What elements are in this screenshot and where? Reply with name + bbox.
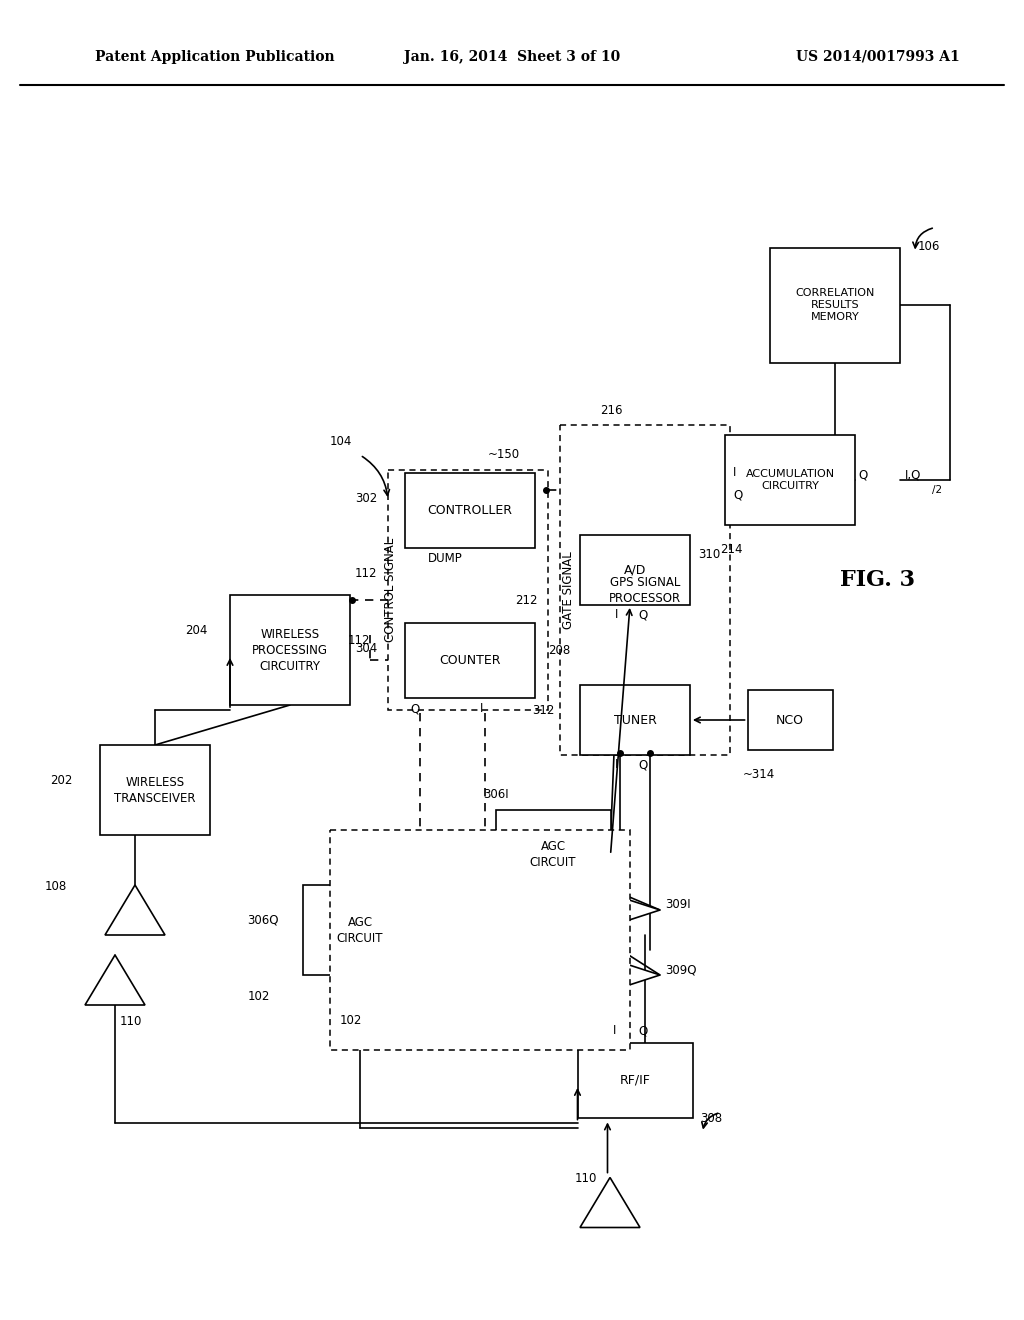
Text: 104: 104 — [330, 436, 352, 447]
Text: Q: Q — [638, 1024, 647, 1038]
Text: I: I — [615, 758, 618, 771]
Text: CONTROLLER: CONTROLLER — [427, 503, 512, 516]
Text: DUMP: DUMP — [428, 553, 463, 565]
Text: 306Q: 306Q — [248, 913, 279, 927]
Text: TUNER: TUNER — [613, 714, 656, 726]
Text: 112: 112 — [355, 568, 378, 579]
Bar — [406, 623, 535, 697]
Text: WIRELESS
TRANSCEIVER: WIRELESS TRANSCEIVER — [115, 776, 196, 804]
Bar — [406, 473, 535, 548]
Bar — [725, 436, 855, 525]
Polygon shape — [610, 958, 660, 991]
Bar — [770, 248, 900, 363]
Text: 110: 110 — [120, 1015, 142, 1028]
Bar — [580, 685, 690, 755]
Text: 302: 302 — [355, 491, 377, 504]
Text: 202: 202 — [50, 774, 73, 787]
Text: 102: 102 — [248, 990, 270, 1003]
Polygon shape — [610, 894, 660, 927]
Text: GPS SIGNAL
PROCESSOR: GPS SIGNAL PROCESSOR — [609, 576, 681, 605]
Text: Q: Q — [638, 758, 647, 771]
Text: COUNTER: COUNTER — [439, 653, 501, 667]
Text: 309I: 309I — [665, 899, 690, 912]
Text: 110: 110 — [575, 1172, 597, 1185]
Polygon shape — [580, 1177, 640, 1228]
Text: 312: 312 — [532, 704, 554, 717]
Text: I: I — [615, 609, 618, 620]
Text: 309Q: 309Q — [665, 964, 696, 977]
Text: AGC
CIRCUIT: AGC CIRCUIT — [337, 916, 383, 945]
Text: /2: /2 — [932, 484, 942, 495]
Text: Patent Application Publication: Patent Application Publication — [95, 50, 335, 63]
Text: CONTROL SIGNAL: CONTROL SIGNAL — [384, 537, 396, 642]
Text: Jan. 16, 2014  Sheet 3 of 10: Jan. 16, 2014 Sheet 3 of 10 — [403, 50, 621, 63]
Bar — [560, 425, 730, 755]
Text: NCO: NCO — [776, 714, 804, 726]
Text: Q: Q — [638, 609, 647, 620]
Text: 212: 212 — [515, 594, 538, 606]
Polygon shape — [85, 954, 145, 1005]
Text: AGC
CIRCUIT: AGC CIRCUIT — [529, 841, 577, 870]
Text: CORRELATION
RESULTS
MEMORY: CORRELATION RESULTS MEMORY — [796, 288, 874, 322]
Bar — [100, 744, 210, 836]
Text: 102: 102 — [340, 1014, 362, 1027]
Text: I: I — [480, 702, 483, 715]
Text: ~314: ~314 — [742, 768, 775, 781]
Text: Q: Q — [733, 488, 742, 502]
Text: 214: 214 — [720, 543, 742, 556]
Text: Q: Q — [858, 469, 867, 482]
Text: A/D: A/D — [624, 564, 646, 577]
Text: FIG. 3: FIG. 3 — [840, 569, 915, 591]
Text: 304: 304 — [355, 642, 377, 655]
Bar — [302, 884, 418, 975]
Text: 208: 208 — [548, 644, 570, 656]
Bar — [388, 470, 548, 710]
Text: WIRELESS
PROCESSING
CIRCUITRY: WIRELESS PROCESSING CIRCUITRY — [252, 627, 328, 672]
Text: 112: 112 — [348, 634, 371, 647]
Bar — [748, 690, 833, 750]
Text: 108: 108 — [45, 880, 68, 894]
Text: 310: 310 — [698, 549, 720, 561]
Text: US 2014/0017993 A1: US 2014/0017993 A1 — [797, 50, 961, 63]
Polygon shape — [105, 884, 165, 935]
Text: 106: 106 — [918, 239, 940, 252]
Text: I: I — [613, 1024, 616, 1038]
Text: GATE SIGNAL: GATE SIGNAL — [561, 552, 574, 628]
Text: I,Q: I,Q — [905, 469, 922, 482]
Bar — [330, 830, 630, 1049]
Bar — [580, 535, 690, 605]
Text: 204: 204 — [185, 623, 208, 636]
Text: ACCUMULATION
CIRCUITRY: ACCUMULATION CIRCUITRY — [745, 469, 835, 491]
Text: RF/IF: RF/IF — [620, 1073, 650, 1086]
Text: ~150: ~150 — [488, 447, 520, 461]
Bar — [230, 595, 350, 705]
Bar — [578, 1043, 692, 1118]
Bar — [496, 810, 610, 900]
Text: 306I: 306I — [483, 788, 509, 801]
Text: Q: Q — [410, 702, 419, 715]
Text: 308: 308 — [700, 1113, 723, 1126]
Text: 216: 216 — [600, 404, 623, 417]
Text: I: I — [733, 466, 736, 479]
